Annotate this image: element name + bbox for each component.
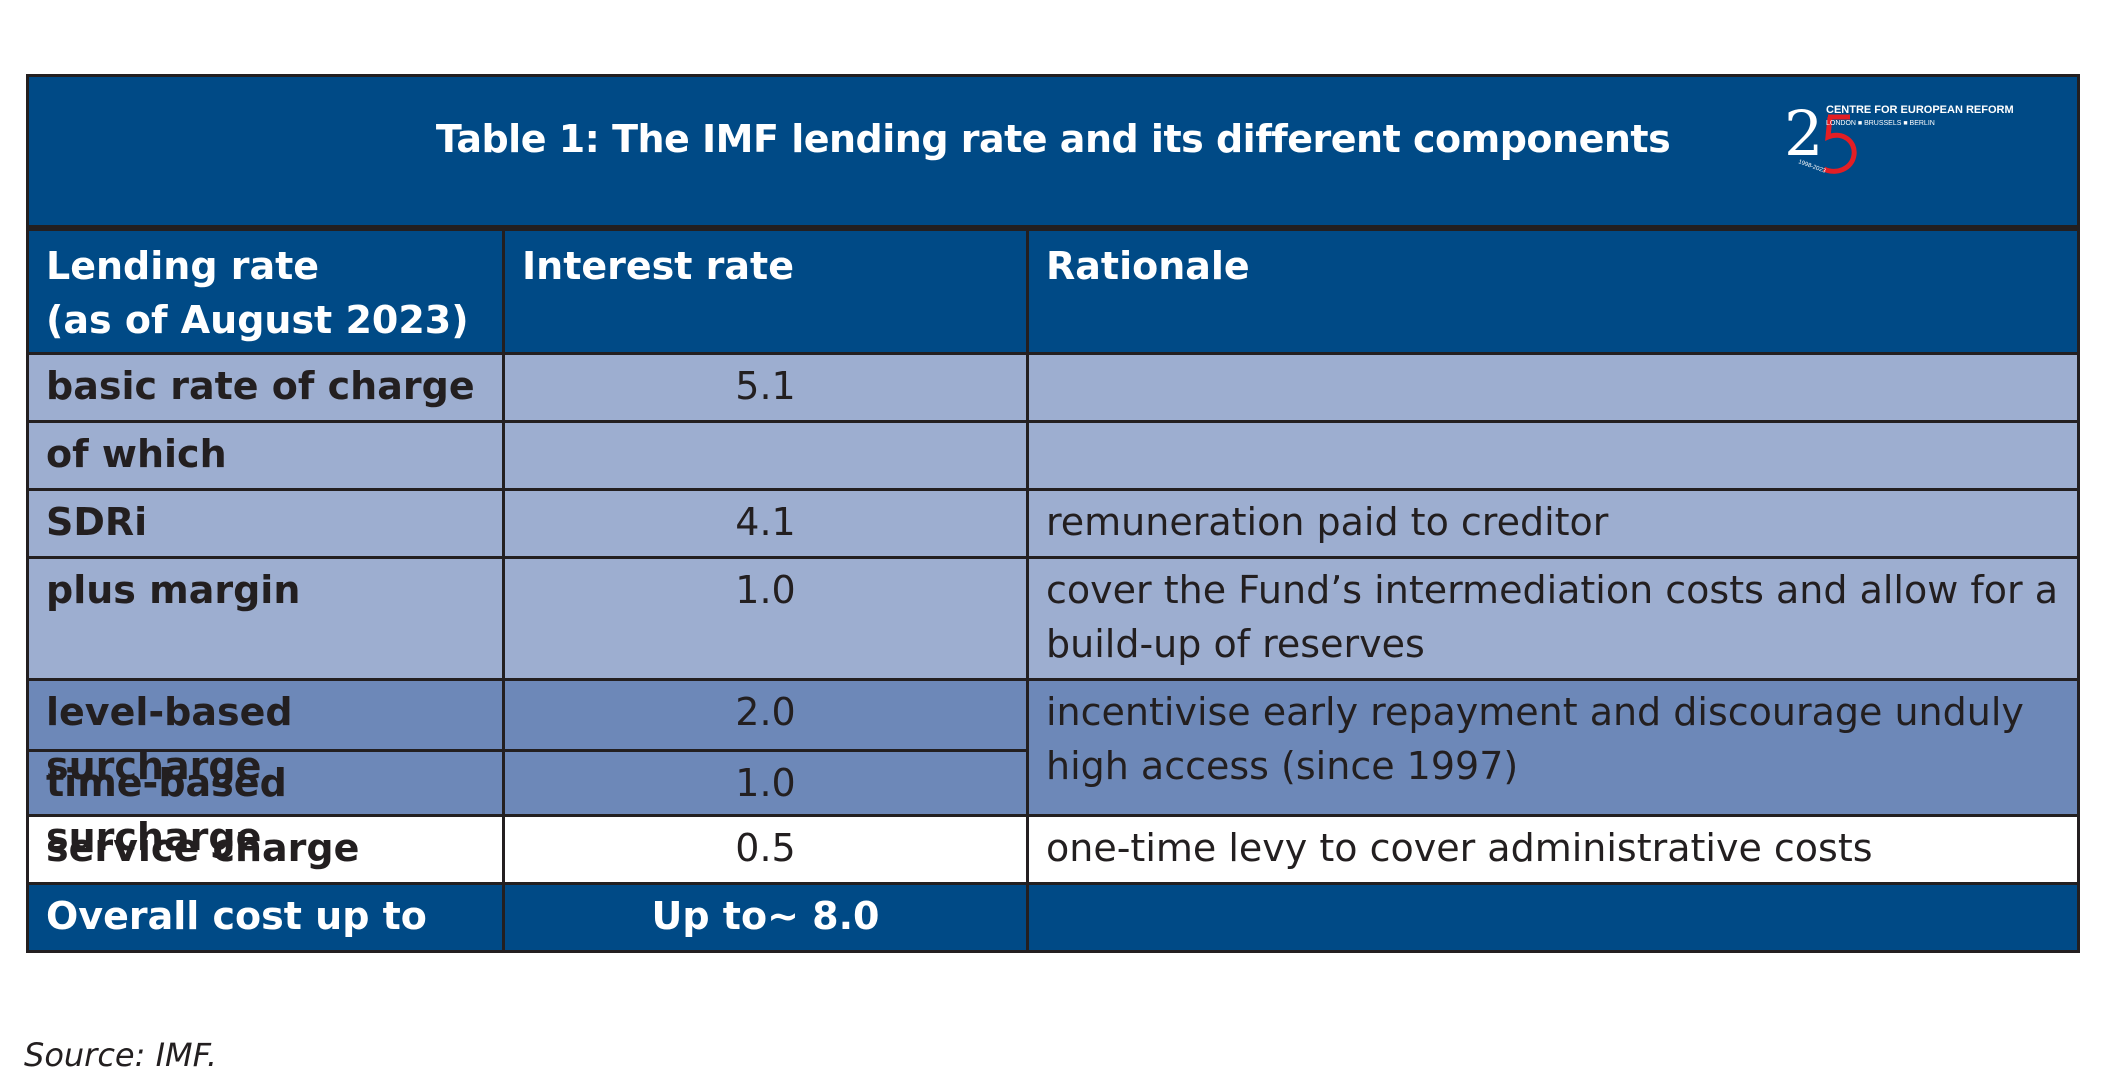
row-label: time-based surcharge — [29, 752, 505, 859]
table-row: SDRi 4.1 remuneration paid to creditor — [29, 488, 2077, 556]
header-lending-rate-line2: (as of August 2023) — [46, 298, 469, 342]
row-rate — [505, 423, 1029, 488]
logo-cities: LONDON ■ BRUSSELS ■ BERLIN — [1826, 120, 1935, 127]
logo-org-name: CENTRE FOR EUROPEAN REFORM — [1826, 104, 2014, 116]
row-rationale — [1029, 423, 2077, 488]
rationale-line: incentivise early repayment and discoura… — [1046, 690, 2024, 734]
row-label: basic rate of charge — [29, 355, 505, 420]
footer-rationale — [1029, 885, 2077, 950]
row-label: SDRi — [29, 491, 505, 556]
source-note: Source: IMF. — [24, 1036, 218, 1074]
surcharge-rationale: incentivise early repayment and discoura… — [1029, 681, 2077, 814]
footer-row: Overall cost up to Up to~ 8.0 — [29, 882, 2077, 950]
surcharge-rows: level-based surcharge 2.0 time-based sur… — [29, 678, 2077, 859]
row-rate: 1.0 — [735, 761, 796, 805]
rationale-line: build-up of reserves — [1046, 622, 1425, 666]
row-rate: 5.1 — [505, 355, 1029, 420]
rationale-line: high access (since 1997) — [1046, 744, 1519, 788]
row-rationale: remuneration paid to creditor — [1046, 500, 1609, 544]
header-lending-rate: Lending rate (as of August 2023) — [29, 231, 505, 352]
table-row: level-based surcharge 2.0 — [29, 681, 1026, 788]
row-label: plus margin — [29, 559, 505, 678]
row-rationale: one-time levy to cover administrative co… — [1046, 826, 1873, 870]
table-row: plus margin 1.0 cover the Fund’s interme… — [29, 556, 2077, 678]
header-lending-rate-line1: Lending rate — [46, 244, 320, 288]
row-rate: 4.1 — [505, 491, 1029, 556]
table-title: Table 1: The IMF lending rate and its di… — [435, 117, 1671, 161]
cer-logo-graphic: 2 CENTRE FOR EUROPEAN REFORM LONDON ■ BR… — [1784, 97, 2014, 175]
footer-label: Overall cost up to — [29, 885, 505, 950]
row-rate: 2.0 — [735, 690, 796, 734]
table-title-bar: Table 1: The IMF lending rate and its di… — [29, 77, 2077, 228]
row-rate: 0.5 — [505, 817, 1029, 882]
imf-lending-rate-table: Table 1: The IMF lending rate and its di… — [26, 74, 2080, 953]
row-label: level-based surcharge — [29, 681, 505, 788]
header-interest-rate: Interest rate — [505, 231, 1029, 352]
row-rationale — [1029, 355, 2077, 420]
logo-number: 2 — [1784, 97, 1823, 170]
cer-25-logo: 2 CENTRE FOR EUROPEAN REFORM LONDON ■ BR… — [1784, 97, 2024, 177]
table-row: of which — [29, 420, 2077, 488]
table-row: basic rate of charge 5.1 — [29, 352, 2077, 420]
logo-red-five — [1822, 114, 1857, 174]
table-row: service charge 0.5 one-time levy to cove… — [29, 814, 2077, 882]
row-rationale: cover the Fund’s intermediation costs an… — [1029, 559, 2077, 678]
footer-rate: Up to~ 8.0 — [505, 885, 1029, 950]
row-label: of which — [29, 423, 505, 488]
row-rate: 1.0 — [505, 559, 1029, 678]
header-row: Lending rate (as of August 2023) Interes… — [29, 228, 2077, 352]
rationale-line: cover the Fund’s intermediation costs an… — [1046, 568, 2058, 612]
surcharge-left-columns: level-based surcharge 2.0 time-based sur… — [29, 681, 1029, 859]
table-row: time-based surcharge 1.0 — [29, 749, 1026, 859]
row-label: service charge — [29, 817, 505, 882]
header-rationale: Rationale — [1046, 244, 1250, 288]
